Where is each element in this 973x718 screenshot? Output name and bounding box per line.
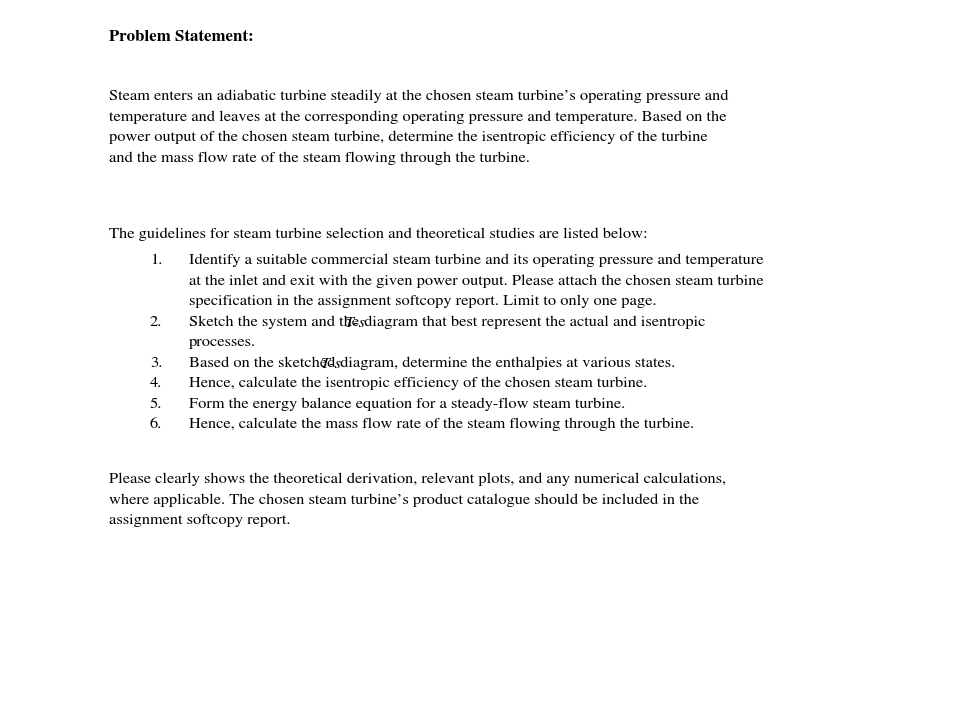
Text: Form the energy balance equation for a steady-flow steam turbine.: Form the energy balance equation for a s… [189, 397, 625, 411]
Text: Hence, calculate the mass flow rate of the steam flowing through the turbine.: Hence, calculate the mass flow rate of t… [189, 418, 694, 431]
Text: where applicable. The chosen steam turbine’s product catalogue should be include: where applicable. The chosen steam turbi… [109, 493, 700, 507]
Text: 5.: 5. [150, 397, 162, 411]
Text: and the mass flow rate of the steam flowing through the turbine.: and the mass flow rate of the steam flow… [109, 151, 530, 165]
Text: Please clearly shows the theoretical derivation, relevant plots, and any numeric: Please clearly shows the theoretical der… [109, 473, 726, 486]
Text: 2.: 2. [150, 315, 162, 329]
Text: diagram, determine the enthalpies at various states.: diagram, determine the enthalpies at var… [336, 356, 675, 370]
Text: diagram that best represent the actual and isentropic: diagram that best represent the actual a… [360, 315, 705, 329]
Text: Identify a suitable commercial steam turbine and its operating pressure and temp: Identify a suitable commercial steam tur… [189, 254, 763, 267]
Text: processes.: processes. [189, 336, 256, 349]
Text: Steam enters an adiabatic turbine steadily at the chosen steam turbine’s operati: Steam enters an adiabatic turbine steadi… [109, 90, 729, 103]
Text: power output of the chosen steam turbine, determine the isentropic efficiency of: power output of the chosen steam turbine… [109, 131, 707, 144]
Text: The guidelines for steam turbine selection and theoretical studies are listed be: The guidelines for steam turbine selecti… [109, 227, 648, 241]
Text: Based on the sketched: Based on the sketched [189, 356, 340, 370]
Text: Problem Statement:: Problem Statement: [109, 30, 254, 44]
Text: assignment softcopy report.: assignment softcopy report. [109, 514, 291, 527]
Text: 1.: 1. [150, 254, 162, 267]
Text: at the inlet and exit with the given power output. Please attach the chosen stea: at the inlet and exit with the given pow… [189, 274, 764, 288]
Text: T-s: T-s [344, 315, 365, 330]
Text: T-s: T-s [320, 356, 342, 370]
Text: Sketch the system and the: Sketch the system and the [189, 315, 363, 329]
Text: 4.: 4. [150, 377, 162, 390]
Text: temperature and leaves at the corresponding operating pressure and temperature. : temperature and leaves at the correspond… [109, 111, 727, 124]
Text: specification in the assignment softcopy report. Limit to only one page.: specification in the assignment softcopy… [189, 295, 656, 308]
Text: 3.: 3. [150, 356, 162, 370]
Text: 6.: 6. [150, 418, 162, 431]
Text: Hence, calculate the isentropic efficiency of the chosen steam turbine.: Hence, calculate the isentropic efficien… [189, 377, 647, 390]
